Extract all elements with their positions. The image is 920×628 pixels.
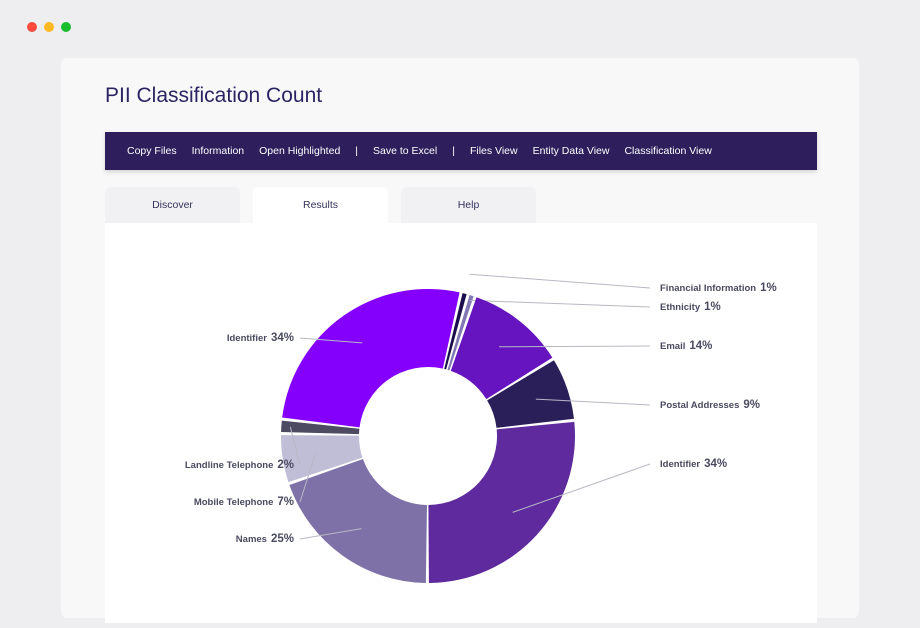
toolbar-entity-data-view[interactable]: Entity Data View	[532, 145, 610, 157]
minimize-dot[interactable]	[44, 22, 54, 32]
slice-label: Landline Telephone 2%	[185, 459, 294, 471]
slice-label: Identifier 34%	[227, 332, 294, 344]
slice-label-name: Postal Addresses	[660, 400, 739, 411]
results-panel: Financial Information 1% Ethnicity 1% Email 1…	[105, 223, 817, 623]
toolbar-open-highlighted[interactable]: Open Highlighted	[259, 145, 341, 157]
slice-label: Financial Information 1%	[660, 282, 777, 294]
maximize-dot[interactable]	[61, 22, 71, 32]
slice-label: Email 14%	[660, 340, 712, 352]
tab-results[interactable]: Results	[253, 187, 388, 223]
toolbar-separator: |	[452, 145, 455, 157]
toolbar: Copy Files Information Open Highlighted | Sa…	[105, 132, 817, 170]
slice-label-name: Identifier	[227, 333, 267, 344]
slice-label: Identifier 34%	[660, 458, 727, 470]
slice-email[interactable]	[450, 297, 553, 400]
slice-identifier[interactable]	[428, 421, 575, 583]
slice-ethnicity[interactable]	[447, 295, 474, 371]
toolbar-copy-files[interactable]: Copy Files	[127, 145, 177, 157]
slice-label-value: 34%	[271, 332, 294, 344]
leader-line	[512, 463, 651, 513]
slice-label-name: Landline Telephone	[185, 460, 274, 471]
toolbar-classification-view[interactable]: Classification View	[624, 145, 712, 157]
window-controls	[27, 22, 71, 32]
leader-line	[299, 337, 363, 344]
slice-label: Names 25%	[236, 533, 294, 545]
main-card: PII Classification Count Copy Files Infor…	[61, 58, 859, 623]
close-dot[interactable]	[27, 22, 37, 32]
leader-line	[299, 453, 316, 503]
toolbar-information[interactable]: Information	[191, 145, 245, 157]
slice-label-value: 14%	[689, 340, 712, 352]
leader-line	[535, 398, 651, 406]
slice-label-name: Ethnicity	[660, 302, 701, 313]
slice-label-value: 25%	[271, 533, 294, 545]
slice-label-value: 2%	[277, 459, 294, 471]
leader-line	[498, 345, 651, 348]
slice-label-value: 1%	[760, 282, 777, 294]
slice-label-name: Email	[660, 341, 685, 352]
leader-line	[469, 273, 651, 289]
slice-label-name: Mobile Telephone	[194, 497, 274, 508]
slice-label: Mobile Telephone 7%	[194, 496, 294, 508]
slice-label-value: 9%	[743, 399, 760, 411]
toolbar-files-view[interactable]: Files View	[469, 145, 518, 157]
slice-label: Postal Addresses 9%	[660, 399, 760, 411]
slice-financial-information[interactable]	[444, 293, 467, 370]
slice-identifier[interactable]	[282, 289, 460, 428]
tab-bar: Discover Results Help	[105, 187, 549, 223]
leader-line	[470, 299, 651, 308]
leader-line	[289, 426, 301, 466]
slice-label-value: 1%	[704, 301, 721, 313]
slice-label-name: Identifier	[660, 459, 700, 470]
toolbar-separator: |	[355, 145, 359, 157]
toolbar-save-to-excel[interactable]: Save to Excel	[373, 145, 438, 157]
pii-donut-chart: Financial Information 1%Ethnicity 1%Email 1…	[185, 273, 777, 583]
page-title: PII Classification Count	[105, 84, 323, 107]
slice-label-value: 7%	[277, 496, 294, 508]
leader-line	[299, 528, 362, 540]
slice-mobile-telephone[interactable]	[281, 435, 363, 483]
slice-label-value: 34%	[704, 458, 727, 470]
slice-landline-telephone[interactable]	[281, 420, 360, 435]
slice-postal-addresses[interactable]	[487, 360, 574, 428]
slice-names[interactable]	[289, 459, 427, 583]
slice-label: Ethnicity 1%	[660, 301, 721, 313]
tab-discover[interactable]: Discover	[105, 187, 240, 223]
slice-label-name: Financial Information	[660, 283, 756, 294]
tab-help[interactable]: Help	[401, 187, 536, 223]
slice-label-name: Names	[236, 534, 267, 545]
